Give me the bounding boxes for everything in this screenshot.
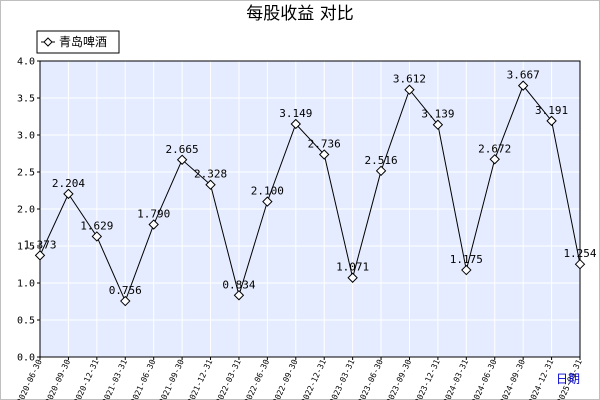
data-point <box>319 149 330 160</box>
y-tick-label: 4.0 <box>17 57 35 68</box>
y-axis-ticks: 0.0 0.5 1.0 1.5 2.0 2.5 3.0 3.5 4.0 <box>17 57 40 364</box>
data-point <box>205 179 216 190</box>
data-label: 1.790 <box>137 208 170 221</box>
data-point <box>461 264 472 276</box>
data-label: 2.328 <box>194 168 227 181</box>
series-group <box>34 80 586 307</box>
legend-label: 青岛啤酒 <box>59 34 107 49</box>
data-point <box>120 295 131 307</box>
data-label: 3.667 <box>507 69 540 82</box>
x-tick-label: 2023-06-30 <box>356 358 385 400</box>
data-point <box>546 115 557 127</box>
data-point <box>91 231 103 242</box>
data-label: 0.756 <box>109 284 142 297</box>
x-tick-label: 2022-03-31 <box>214 358 243 400</box>
x-tick-label: 2023-03-31 <box>328 358 357 400</box>
x-tick-label: 2022-06-30 <box>243 358 272 400</box>
y-tick-label: 0.5 <box>17 316 35 327</box>
x-tick-label: 2022-09-30 <box>271 358 300 400</box>
data-label: 1.175 <box>450 253 483 266</box>
data-point <box>375 165 387 177</box>
y-tick-label: 2.5 <box>17 168 35 179</box>
x-tick-label: 2023-12-31 <box>413 358 442 400</box>
data-point <box>489 154 500 165</box>
data-point <box>574 258 586 270</box>
y-tick-label: 0.0 <box>17 353 35 364</box>
x-tick-label: 2020-06-30 <box>15 358 44 400</box>
legend: 青岛啤酒 <box>36 30 120 54</box>
data-point <box>63 188 74 200</box>
chart-title: 每股收益 对比 <box>246 4 353 24</box>
data-label: 3.139 <box>421 108 454 121</box>
x-axis-title: 日期 <box>556 372 580 386</box>
data-label: 1.071 <box>336 261 369 274</box>
data-point <box>34 250 46 261</box>
data-labels: 1.373 2.204 1.629 0.756 1.790 2.665 2.328 0.834… <box>23 69 596 297</box>
data-label: 2.736 <box>308 138 341 151</box>
data-point <box>517 80 529 91</box>
data-label: 2.516 <box>364 154 397 167</box>
data-label: 3.191 <box>535 104 568 117</box>
data-point <box>176 154 188 165</box>
data-point <box>290 118 301 130</box>
data-point <box>404 84 415 95</box>
data-label: 2.672 <box>478 142 511 155</box>
y-tick-label: 1.5 <box>17 242 35 253</box>
y-tick-label: 1.0 <box>17 279 35 290</box>
x-tick-label: 2020-12-31 <box>72 358 101 400</box>
series-line <box>39 84 581 303</box>
data-point <box>148 219 159 230</box>
x-tick-label: 2021-12-31 <box>186 358 215 400</box>
x-tick-label: 2024-06-30 <box>470 358 499 400</box>
data-label: 0.834 <box>222 278 255 291</box>
x-tick-label: 2022-12-31 <box>300 358 329 400</box>
x-tick-label: 2023-09-30 <box>385 358 414 400</box>
data-point <box>432 119 444 130</box>
x-tick-label: 2021-03-31 <box>101 358 130 400</box>
data-label: 3.612 <box>393 73 426 86</box>
data-label: 2.100 <box>251 185 284 198</box>
data-label: 1.254 <box>563 247 596 260</box>
legend-box <box>36 30 120 54</box>
x-axis-ticks: 2020-06-30 2020-09-30 2020-12-31 2021-03-31… <box>15 357 584 400</box>
x-tick-label: 2020-09-30 <box>44 358 73 400</box>
x-tick-label: 2021-06-30 <box>129 358 158 400</box>
data-point <box>233 290 245 301</box>
y-tick-label: 3.5 <box>17 94 35 105</box>
data-label: 1.629 <box>80 219 113 232</box>
data-point <box>347 272 358 283</box>
x-tick-label: 2021-09-30 <box>157 358 186 400</box>
x-tick-label: 2024-12-31 <box>527 358 556 400</box>
data-label: 3.149 <box>279 107 312 120</box>
legend-marker-icon <box>43 37 53 47</box>
grid-lines <box>40 61 580 357</box>
data-label: 2.204 <box>52 177 85 190</box>
x-tick-label: 2024-03-31 <box>442 358 471 400</box>
data-label: 2.665 <box>166 143 199 156</box>
data-point <box>262 196 273 207</box>
data-label: 1.373 <box>23 238 56 251</box>
x-tick-label: 2024-09-30 <box>498 358 527 400</box>
y-tick-label: 2.0 <box>17 205 35 216</box>
y-tick-label: 3.0 <box>17 131 35 142</box>
